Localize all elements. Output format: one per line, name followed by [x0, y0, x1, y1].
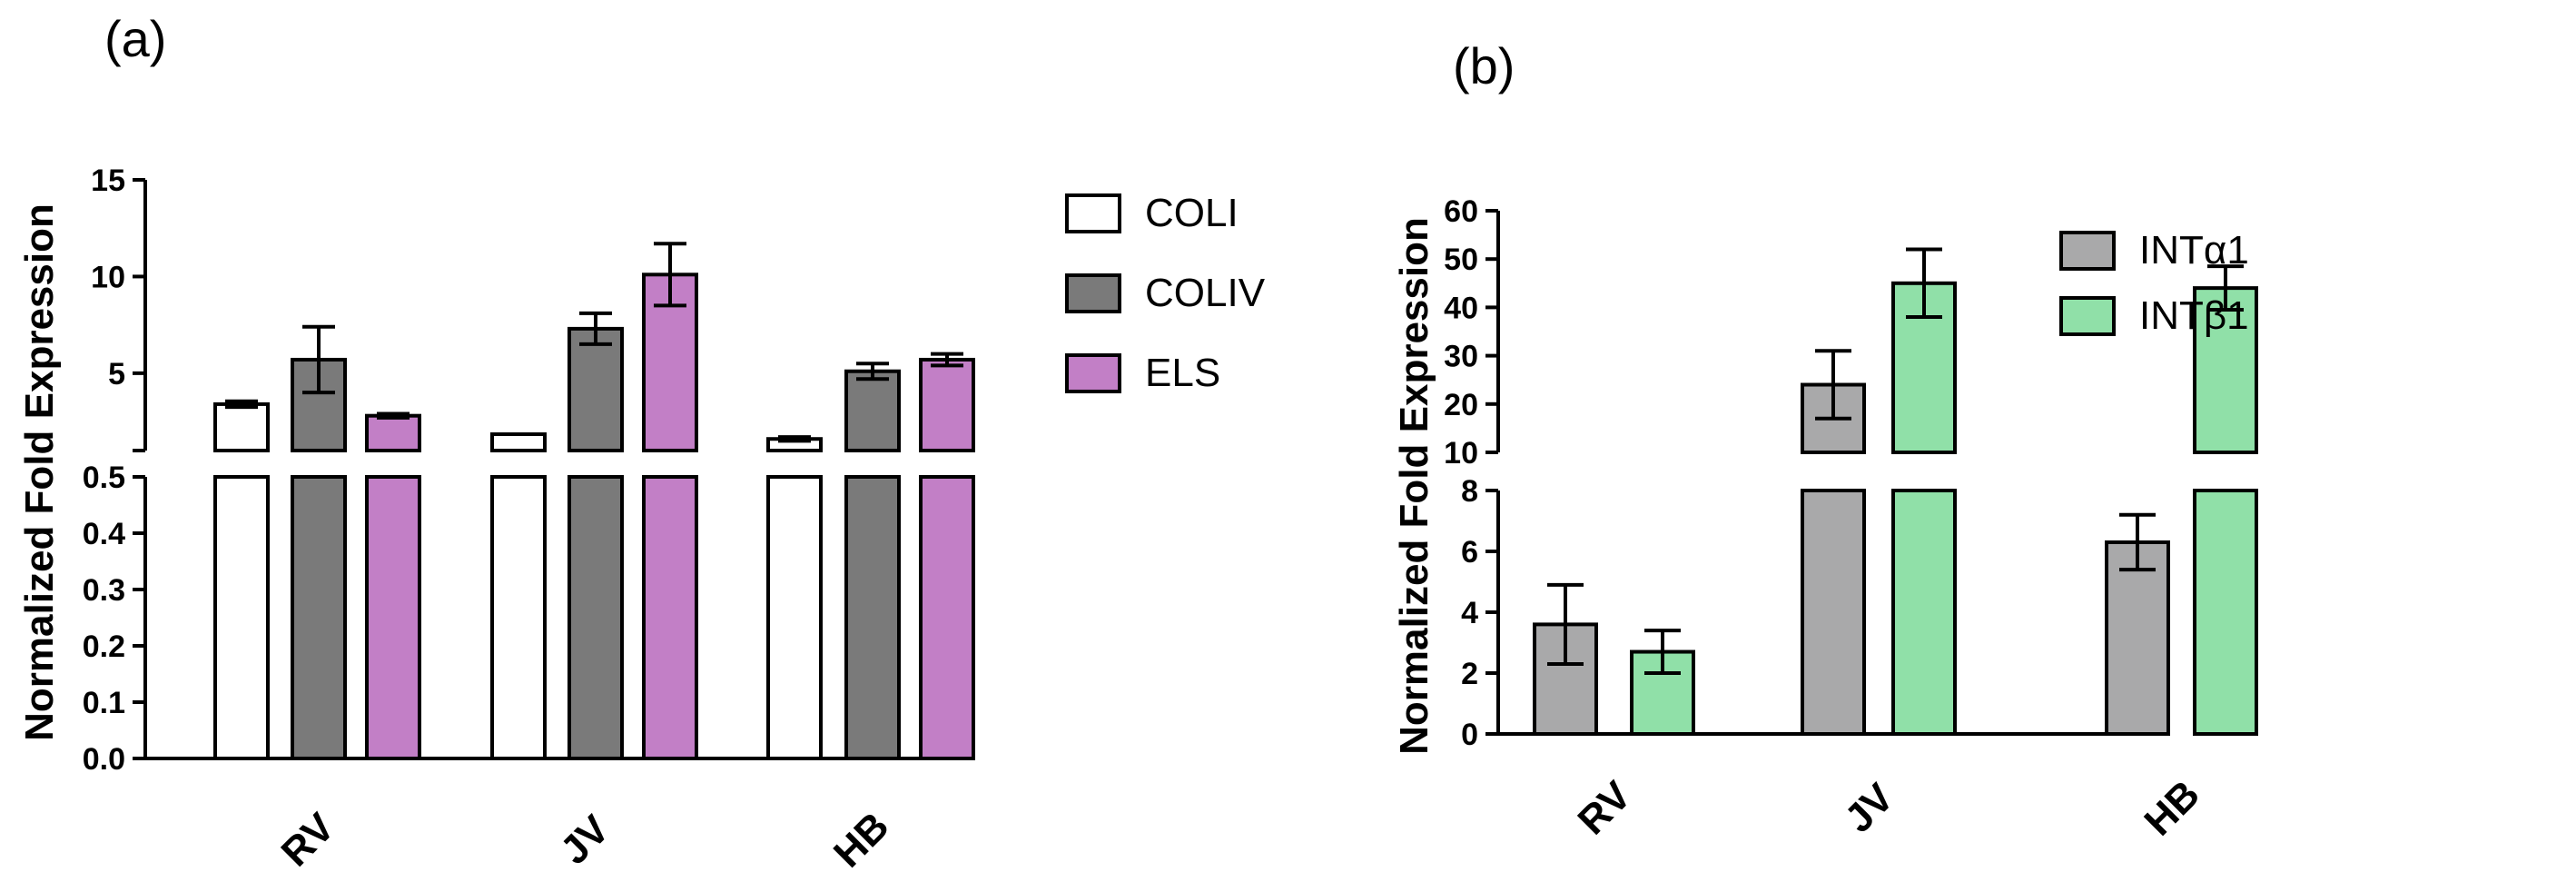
bar-coli-rv-error: [225, 399, 258, 410]
y-tick-label: 15: [91, 164, 125, 198]
bar-coli-jv-upper: [490, 432, 547, 452]
y-tick-label: 2: [1461, 657, 1478, 691]
chart-b: (b) Normalized Fold Expression 0 2 4 6 810 20…: [1392, 37, 2258, 845]
x-tick-label-rv: RV: [273, 805, 344, 876]
bar-els-hb-error: [931, 352, 963, 368]
bar-int1-hb-error: [2207, 264, 2244, 312]
legend-label-int1: INTα1: [2139, 228, 2249, 273]
y-tick-label: 0.0: [83, 742, 125, 777]
y-tick-label: 40: [1444, 291, 1478, 325]
y-tick-label: 50: [1444, 243, 1478, 277]
x-tick-label-jv: JV: [1836, 775, 1902, 841]
chart-a: (a) Normalized Fold Expression 0.0 0.1 0.2…: [17, 10, 1266, 877]
bar-els-hb-upper: [919, 357, 975, 453]
x-tick-label-rv: RV: [1570, 773, 1641, 844]
y-tick-label: 5: [108, 357, 125, 391]
bar-els-jv-error: [654, 242, 686, 308]
legend-swatch-coli: [1065, 193, 1121, 233]
bar-els-jv-lower: [642, 475, 698, 760]
y-tick-label: 10: [91, 260, 125, 294]
bar-int1-jv-lower: [1801, 489, 1866, 736]
bar-coli-hb-error: [778, 435, 811, 443]
y-tick-label: 0.3: [83, 573, 125, 608]
x-tick-label-hb: HB: [2136, 772, 2208, 845]
bar-int1-jv-error: [1906, 247, 1942, 320]
x-tick-label-hb: HB: [825, 804, 898, 877]
legend-swatch-els: [1065, 353, 1121, 393]
bar-coliv-jv-error: [579, 311, 612, 346]
y-tick-label: 6: [1461, 535, 1478, 570]
y-tick-label: 8: [1461, 474, 1478, 509]
y-tick-label: 10: [1444, 436, 1478, 471]
bar-els-rv-error: [377, 411, 410, 420]
bar-int1-hb-lower: [2193, 489, 2258, 736]
bar-int1-rv-error: [1547, 582, 1584, 666]
bar-coli-jv-lower: [490, 475, 547, 760]
y-axis-label-a: Normalized Fold Expression: [17, 203, 62, 741]
x-tick-label-jv: JV: [552, 807, 618, 873]
bar-int1-hb: [2105, 540, 2170, 737]
y-tick-label: 0.5: [83, 461, 125, 495]
y-tick-label: 0.4: [83, 517, 125, 551]
legend-swatch-int1: [2059, 231, 2116, 271]
y-axis-label-b: Normalized Fold Expression: [1392, 217, 1436, 755]
bar-int1-rv-error: [1644, 629, 1681, 675]
bar-coliv-jv-upper: [568, 326, 624, 452]
bar-els-hb-lower: [919, 475, 975, 760]
legend-label-coli: COLI: [1145, 191, 1239, 235]
bar-coliv-hb-upper: [844, 369, 901, 453]
axis-break-band: [1462, 456, 2202, 487]
bar-coliv-hb-lower: [844, 475, 901, 760]
bar-int1-hb-error: [2119, 512, 2156, 572]
y-tick-label: 0.1: [83, 686, 125, 720]
bar-int1-hb-upper: [2193, 286, 2258, 454]
y-tick-label: 60: [1444, 194, 1478, 229]
y-tick-label: 4: [1461, 596, 1478, 630]
legend-label-int1: INTβ1: [2139, 293, 2249, 338]
legend-swatch-int1: [2059, 296, 2116, 336]
bar-coliv-hb-error: [856, 362, 889, 382]
bar-coliv-rv-lower: [291, 475, 347, 760]
y-tick-label: 0: [1461, 718, 1478, 752]
bar-int1-jv-error: [1815, 349, 1851, 421]
y-tick-label: 20: [1444, 388, 1478, 422]
y-tick-label: 30: [1444, 340, 1478, 374]
y-tick-label: 0.2: [83, 629, 125, 664]
bar-els-rv-lower: [365, 475, 421, 760]
legend-swatch-coliv: [1065, 273, 1121, 313]
bar-els-rv-upper: [365, 413, 421, 452]
panel-label-b: (b): [1453, 37, 1515, 94]
legend-label-els: ELS: [1145, 351, 1220, 395]
axis-break-band: [109, 454, 990, 473]
bar-coliv-rv-error: [302, 324, 335, 395]
bar-coli-rv-upper: [213, 401, 270, 452]
bar-coliv-jv-lower: [568, 475, 624, 760]
bar-coli-hb-lower: [766, 475, 823, 760]
bar-coli-rv-lower: [213, 475, 270, 760]
panel-label-a: (a): [104, 10, 166, 67]
legend-label-coliv: COLIV: [1145, 271, 1266, 315]
bar-int1-jv-lower: [1891, 489, 1957, 736]
